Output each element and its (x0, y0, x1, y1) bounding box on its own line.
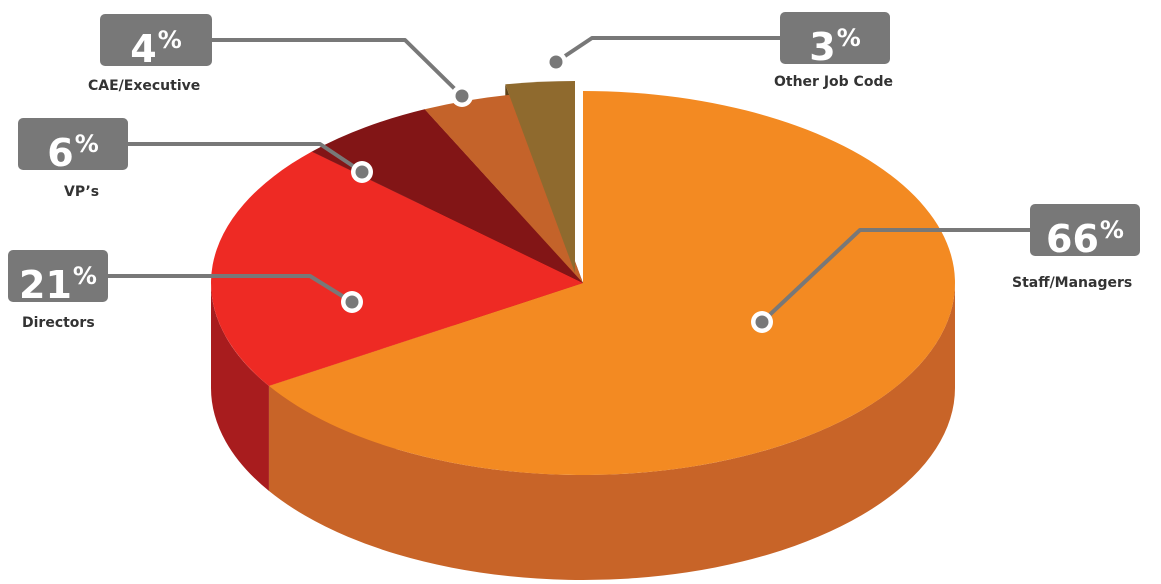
data-label-box: 4% (100, 14, 212, 71)
data-label-box: 6% (18, 118, 128, 175)
data-label-percent-sign: % (72, 262, 97, 290)
data-label-box: 66% (1030, 204, 1140, 261)
data-label-percent-sign: % (1099, 216, 1124, 244)
leader-line (760, 228, 1030, 324)
data-label-value: 21 (19, 263, 72, 307)
category-label: CAE/Executive (88, 78, 201, 94)
data-label-value: 4 (130, 27, 157, 71)
data-label-value: 66 (1046, 217, 1099, 261)
data-label-value: 6 (47, 131, 74, 175)
leader-line (212, 38, 464, 98)
pie-side-0 (268, 283, 955, 581)
data-label-percent-sign: % (157, 26, 182, 54)
leader-dot (355, 165, 369, 179)
leader-line (128, 142, 364, 174)
data-label-percent-sign: % (74, 130, 99, 158)
pie-slice-staff-managers (268, 91, 955, 475)
leader-line (108, 274, 354, 304)
data-label-value: 3 (809, 25, 836, 69)
leader-lines (108, 36, 1030, 333)
leader-dot (549, 55, 563, 69)
data-label-box: 21% (8, 250, 108, 307)
leader-dot (755, 315, 769, 329)
leader-dot (345, 295, 359, 309)
data-label-box: 3% (780, 12, 890, 69)
category-label: Other Job Code (774, 74, 893, 90)
pie-slice-cae-executive (424, 94, 583, 283)
leader-line (554, 36, 780, 64)
pie-slice-other-job-code (505, 81, 575, 273)
category-label: VP’s (64, 184, 100, 200)
category-label: Directors (22, 315, 95, 331)
leader-dot (455, 89, 469, 103)
category-label: Staff/Managers (1012, 275, 1133, 291)
pie-slice-directors (210, 151, 583, 386)
data-label-percent-sign: % (836, 24, 861, 52)
pie-slice-vp-s (311, 109, 583, 283)
pie-top-faces (210, 81, 955, 475)
pie-side-1 (211, 283, 269, 491)
